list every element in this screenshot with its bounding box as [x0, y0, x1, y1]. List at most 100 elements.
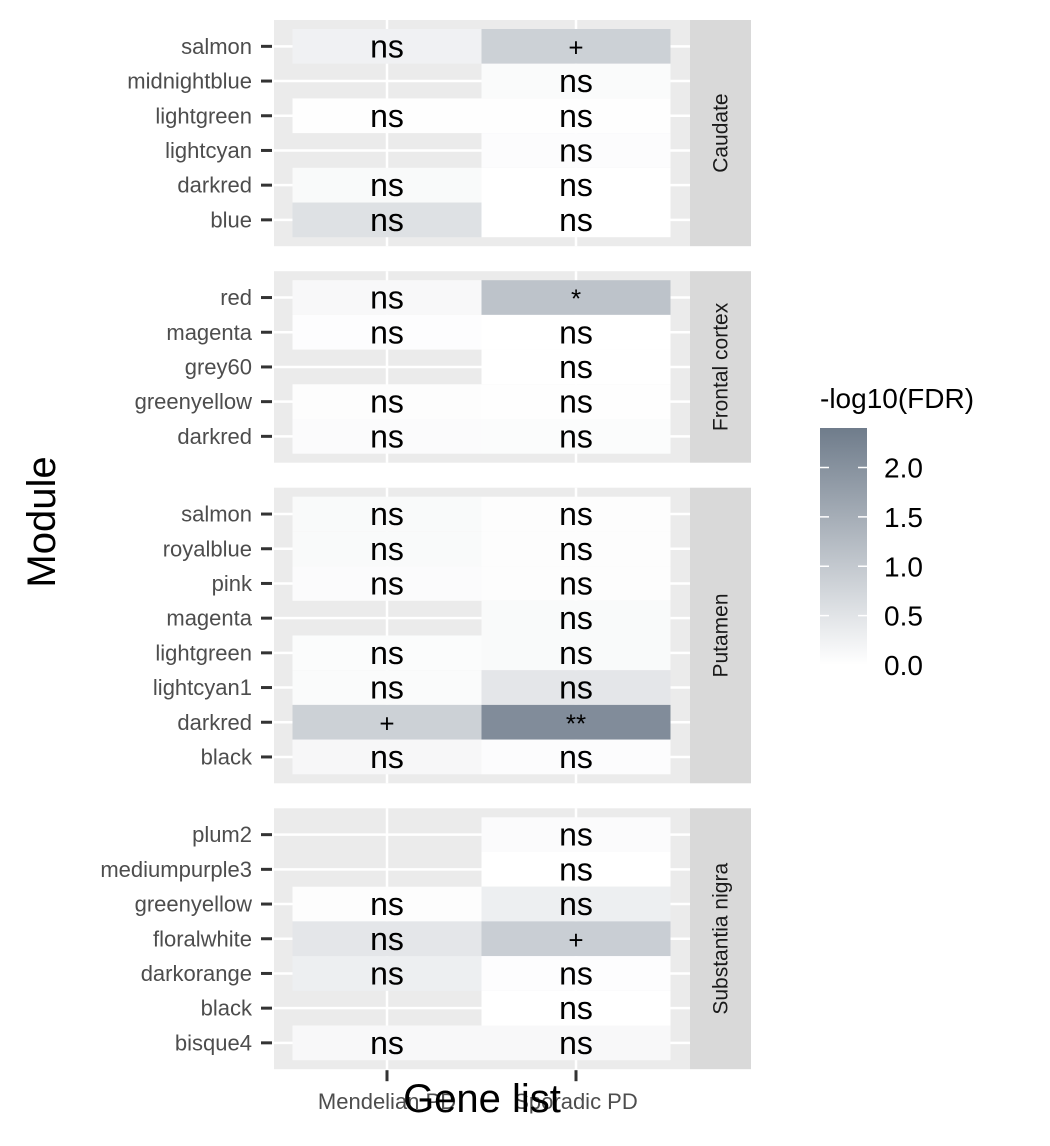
heatmap-cell: [481, 566, 671, 601]
panel-substantia-nigra: plum2 mediumpurple3 greenyellow floralwhite…: [100, 808, 751, 1070]
cell-significance-label: ns: [559, 167, 593, 203]
cell-significance-label: ns: [559, 496, 593, 532]
cell-significance-label: ns: [559, 670, 593, 706]
y-tick-label: darkred: [177, 173, 252, 198]
y-tick-label: grey60: [185, 354, 252, 379]
cell-significance-label: ns: [370, 1025, 404, 1061]
heatmap-cell: [292, 280, 482, 315]
facet-strip-label: Substantia nigra: [710, 863, 733, 1015]
y-tick-label: darkred: [177, 424, 252, 449]
cell-significance-label: ns: [559, 886, 593, 922]
y-tick-label: lightcyan1: [153, 675, 252, 700]
heatmap-cell: [292, 202, 482, 238]
heatmap-cell: [481, 63, 671, 99]
heatmap-cell: [481, 98, 671, 134]
facet-strip-label: Putamen: [710, 593, 733, 677]
heatmap-cell: [481, 496, 671, 532]
cell-significance-label: ns: [370, 886, 404, 922]
cell-significance-label: ns: [559, 739, 593, 775]
heatmap-cell: [292, 921, 482, 957]
x-axis-title: Gene list: [403, 1077, 561, 1121]
cell-significance-label: ns: [370, 280, 404, 316]
facet-strip: [690, 271, 751, 463]
heatmap-cell: [292, 167, 482, 203]
cell-significance-label: ns: [370, 531, 404, 567]
cell-significance-label: ns: [370, 202, 404, 238]
heatmap-cell: [292, 531, 482, 567]
heatmap-cell: [292, 384, 482, 419]
x-tick-label: Mendelian PD: [318, 1089, 456, 1114]
y-tick-label: lightcyan: [165, 138, 252, 163]
cell-significance-label: ns: [370, 670, 404, 706]
heatmap-cell: [481, 202, 671, 238]
y-tick-label: lightgreen: [155, 103, 252, 128]
cell-significance-label: ns: [370, 635, 404, 671]
heatmap-cell: [292, 419, 482, 454]
heatmap-cell: [292, 886, 482, 922]
heatmap-cell: [481, 739, 671, 775]
heatmap-cell: [481, 1025, 671, 1061]
y-tick-label: salmon: [181, 502, 252, 527]
heatmap-cell: [481, 886, 671, 922]
cell-significance-label: ns: [370, 496, 404, 532]
y-tick-label: darkred: [177, 710, 252, 735]
cell-significance-label: ns: [370, 167, 404, 203]
cell-significance-label: ns: [559, 132, 593, 168]
cell-significance-label: ns: [559, 384, 593, 420]
x-tick-label: Sporadic PD: [514, 1089, 638, 1114]
cell-significance-label: ns: [559, 531, 593, 567]
y-tick-label: magenta: [166, 606, 252, 631]
cell-significance-label: ns: [559, 955, 593, 991]
cell-significance-label: ns: [370, 921, 404, 957]
heatmap-cell: [481, 384, 671, 419]
cell-significance-label: ns: [559, 349, 593, 385]
facet-strip-label: Caudate: [710, 93, 733, 172]
y-tick-label: black: [201, 744, 253, 769]
heatmap-cell: [292, 635, 482, 671]
cell-significance-label: ns: [559, 817, 593, 853]
legend-tick-label: 1.0: [884, 551, 923, 582]
cell-significance-label: ns: [370, 739, 404, 775]
y-tick-label: darkorange: [141, 961, 252, 986]
cell-significance-label: ns: [370, 314, 404, 350]
legend-tick-label: 1.5: [884, 502, 923, 533]
heatmap-cell: [481, 852, 671, 887]
legend-colorbar: [820, 428, 867, 665]
legend: -log10(FDR) 0.0 0.5 1.0 1.5 2.0: [820, 383, 974, 681]
facet-strip: [690, 20, 751, 247]
heatmap-cell: [481, 704, 671, 740]
heatmap-cell: [481, 29, 671, 64]
cell-significance-label: +: [568, 925, 583, 955]
cell-significance-label: ns: [559, 202, 593, 238]
heatmap-cell: [292, 496, 482, 532]
cell-significance-label: ns: [370, 384, 404, 420]
cell-significance-label: *: [571, 284, 581, 314]
heatmap-cell: [481, 314, 671, 350]
heatmap-cell: [292, 314, 482, 350]
y-tick-label: midnightblue: [127, 69, 252, 94]
y-tick-label: mediumpurple3: [100, 857, 252, 882]
heatmap-cell: [292, 704, 482, 740]
panel-caudate: salmon midnightblue lightgreen lightcyan dar…: [127, 20, 751, 247]
cell-significance-label: ns: [370, 98, 404, 134]
heatmap-cell: [481, 280, 671, 315]
panel-putamen: salmon royalblue pink magenta lightgreen ligh…: [153, 487, 751, 784]
heatmap-cell: [292, 670, 482, 705]
heatmap-cell: [481, 956, 671, 991]
y-tick-label: lightgreen: [155, 640, 252, 665]
cell-significance-label: ns: [559, 635, 593, 671]
heatmap-cell: [481, 817, 671, 852]
legend-tick-label: 2.0: [884, 453, 923, 484]
heatmap-cell: [481, 419, 671, 454]
cell-significance-label: ns: [559, 600, 593, 636]
y-tick-label: salmon: [181, 34, 252, 59]
heatmap-cell: [292, 29, 482, 64]
heatmap-cell: [481, 635, 671, 671]
facet-strip-label: Frontal cortex: [710, 302, 733, 431]
y-tick-label: pink: [212, 571, 253, 596]
cell-significance-label: ns: [559, 851, 593, 887]
heatmap-cell: [481, 990, 671, 1026]
cell-significance-label: ns: [559, 63, 593, 99]
y-tick-label: floralwhite: [153, 926, 252, 951]
